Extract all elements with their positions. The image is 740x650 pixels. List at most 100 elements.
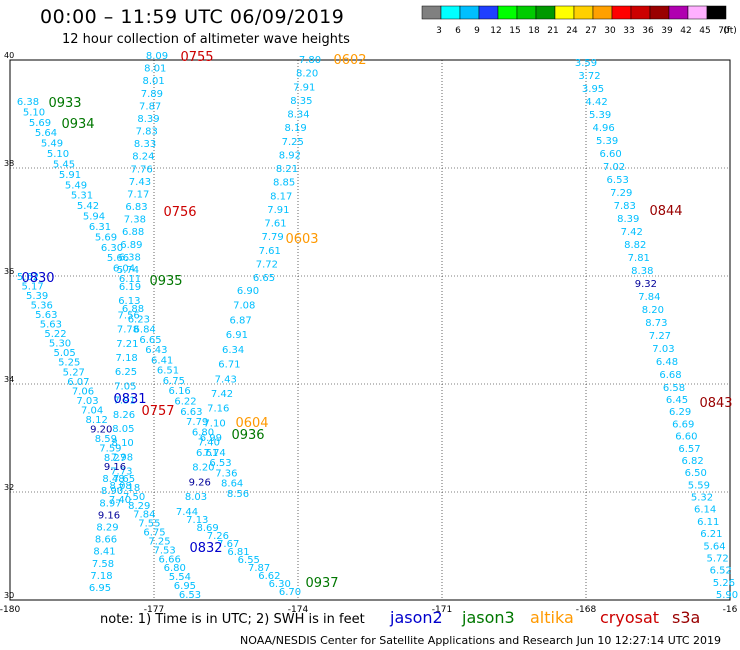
wave-height-value: 8.39 xyxy=(617,214,639,225)
pass-time-label: 0843 xyxy=(699,396,732,411)
x-tick-label: -180 xyxy=(0,605,20,615)
wave-height-value: 6.69 xyxy=(672,419,694,430)
wave-height-value: 5.64 xyxy=(703,541,725,552)
wave-height-value: 5.49 xyxy=(41,139,63,150)
wave-height-value: 8.73 xyxy=(645,318,667,329)
wave-height-value: 6.53 xyxy=(179,590,201,601)
wave-height-value: 6.21 xyxy=(700,529,722,540)
pass-time-label: 0937 xyxy=(305,576,338,591)
wave-height-value: 8.20 xyxy=(296,69,318,80)
wave-height-value: 7.18 xyxy=(90,571,112,582)
footnote: note: 1) Time is in UTC; 2) SWH is in fe… xyxy=(100,612,365,627)
wave-height-value: 7.84 xyxy=(638,292,660,303)
wave-height-value: 7.27 xyxy=(649,331,671,342)
wave-height-value: 7.81 xyxy=(628,253,650,264)
wave-height-value: 6.58 xyxy=(663,383,685,394)
wave-height-value: 4.42 xyxy=(585,97,607,108)
wave-height-value: 6.87 xyxy=(229,315,251,326)
wave-height-value: 3.95 xyxy=(582,84,604,95)
wave-height-value: 9.32 xyxy=(635,279,657,290)
wave-height-value: 6.19 xyxy=(119,282,141,293)
wave-height-value: 9.16 xyxy=(104,462,126,473)
wave-height-value: 5.94 xyxy=(83,212,105,223)
wave-height-value: 8.21 xyxy=(276,164,298,175)
wave-height-value: 8.20 xyxy=(642,305,664,316)
wave-height-value: 5.10 xyxy=(23,107,45,118)
wave-height-value: 9.26 xyxy=(189,477,211,488)
wave-height-value: 5.42 xyxy=(77,201,99,212)
wave-height-value: 8.17 xyxy=(270,191,292,202)
wave-height-value: 7.10 xyxy=(203,418,225,429)
wave-height-value: 6.91 xyxy=(226,330,248,341)
y-tick-label: 34 xyxy=(4,375,14,384)
wave-height-value: 7.18 xyxy=(116,353,138,364)
legend-s3a: s3a xyxy=(672,608,700,627)
wave-height-value: 5.49 xyxy=(65,180,87,191)
wave-height-value: 8.03 xyxy=(185,492,207,503)
wave-height-value: 8.35 xyxy=(290,96,312,107)
wave-height-value: 7.58 xyxy=(92,559,114,570)
credit-line: NOAA/NESDIS Center for Satellite Applica… xyxy=(240,634,721,647)
wave-height-value: 8.92 xyxy=(279,150,301,161)
wave-height-value: 8.34 xyxy=(287,110,309,121)
wave-height-value: 8.41 xyxy=(93,547,115,558)
wave-height-value: 8.56 xyxy=(227,489,249,500)
wave-height-value: 6.11 xyxy=(697,517,719,528)
wave-height-value: 6.50 xyxy=(685,468,707,479)
wave-height-value: 7.42 xyxy=(621,227,643,238)
wave-height-value: 5.39 xyxy=(589,110,611,121)
wave-height-value: 7.08 xyxy=(233,301,255,312)
wave-height-value: 5.45 xyxy=(53,159,75,170)
wave-height-value: 6.48 xyxy=(656,357,678,368)
wave-height-value: 7.72 xyxy=(256,259,278,270)
pass-time-label: 0603 xyxy=(285,232,318,247)
wave-height-value: 8.09 xyxy=(146,51,168,62)
pass-time-label: 0832 xyxy=(189,541,222,556)
wave-height-value: 6.88 xyxy=(122,227,144,238)
wave-height-value: 8.66 xyxy=(95,535,117,546)
pass-time-label: 0844 xyxy=(649,204,682,219)
x-tick-label: -168 xyxy=(576,605,597,615)
wave-height-value: 7.87 xyxy=(139,101,161,112)
pass-time-label: 0830 xyxy=(21,271,54,286)
pass-time-label: 0602 xyxy=(333,53,366,68)
wave-height-value: 7.91 xyxy=(293,82,315,93)
wave-height-value: 5.26 xyxy=(713,578,735,589)
y-tick-label: 38 xyxy=(4,159,14,168)
legend-jason2: jason2 xyxy=(390,608,443,627)
pass-time-label: 0933 xyxy=(48,96,81,111)
wave-height-value: 7.76 xyxy=(131,164,153,175)
wave-height-value: 6.31 xyxy=(89,222,111,233)
wave-height-value: 5.69 xyxy=(95,232,117,243)
wave-height-value: 6.61 xyxy=(196,448,218,459)
wave-height-value: 5.72 xyxy=(706,553,728,564)
wave-height-value: 6.95 xyxy=(89,583,111,594)
wave-height-value: 7.25 xyxy=(282,137,304,148)
y-tick-label: 40 xyxy=(4,51,14,60)
wave-height-value: 7.42 xyxy=(211,389,233,400)
pass-time-label: 0756 xyxy=(163,205,196,220)
wave-height-value: 6.90 xyxy=(237,286,259,297)
wave-height-value: 7.79 xyxy=(261,232,283,243)
wave-height-value: 7.83 xyxy=(136,127,158,138)
wave-height-value: 7.03 xyxy=(652,344,674,355)
wave-height-value: 6.30 xyxy=(101,243,123,254)
wave-height-value: 8.26 xyxy=(113,410,135,421)
wave-height-value: 8.01 xyxy=(142,76,164,87)
wave-height-value: 5.59 xyxy=(688,480,710,491)
wave-height-value: 9.16 xyxy=(98,510,120,521)
wave-height-value: 6.60 xyxy=(600,149,622,160)
wave-height-value: 6.83 xyxy=(125,202,147,213)
wave-height-value: 5.90 xyxy=(716,590,738,601)
wave-height-value: 6.57 xyxy=(678,444,700,455)
wave-height-value: 8.97 xyxy=(99,498,121,509)
wave-height-value: 6.34 xyxy=(222,345,244,356)
pass-time-label: 0934 xyxy=(61,117,94,132)
wave-height-value: 8.82 xyxy=(624,240,646,251)
x-tick-label: -16 xyxy=(723,605,738,615)
wave-height-value: 7.43 xyxy=(215,374,237,385)
wave-height-value: 6.60 xyxy=(675,432,697,443)
wave-height-value: 5.64 xyxy=(35,128,57,139)
y-tick-label: 32 xyxy=(4,483,14,492)
wave-height-value: 8.05 xyxy=(112,424,134,435)
